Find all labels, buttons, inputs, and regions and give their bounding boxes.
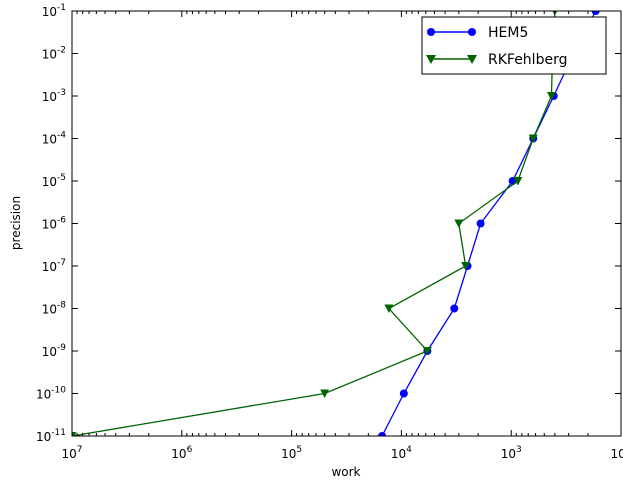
data-point-hem5-10 bbox=[591, 11, 600, 15]
y-tick-label-4: 10-7 bbox=[42, 258, 66, 274]
data-point-rkfehlberg-7 bbox=[528, 134, 538, 143]
series-line-hem5 bbox=[381, 11, 597, 436]
x-tick-label-4: 103 bbox=[501, 445, 522, 461]
y-tick-label-1: 10-10 bbox=[36, 386, 66, 402]
legend-box bbox=[421, 16, 607, 75]
legend-rkfehlberg-label: RKFehlberg bbox=[488, 52, 567, 68]
y-tick-label-5: 10-6 bbox=[42, 216, 67, 232]
y-tick-label-9: 10-2 bbox=[42, 46, 66, 62]
y-tick-label-10: 10-1 bbox=[42, 3, 66, 19]
x-tick-label-0: 107 bbox=[61, 445, 82, 461]
x-tick-label-5: 102 bbox=[610, 445, 623, 461]
legend-hem5-marker-left bbox=[427, 28, 435, 36]
legend: HEM5 RKFehlberg bbox=[421, 16, 607, 75]
data-point-rkfehlberg-8 bbox=[546, 92, 556, 101]
data-point-hem5-1 bbox=[399, 389, 408, 398]
legend-rkfehlberg-marker-right bbox=[467, 55, 477, 64]
data-point-rkfehlberg-0 bbox=[72, 432, 77, 436]
y-axis-label: precision bbox=[9, 196, 23, 250]
x-tick-label-3: 104 bbox=[391, 445, 412, 461]
data-point-hem5-5 bbox=[476, 219, 485, 228]
legend-rkfehlberg-marker-left bbox=[426, 55, 436, 64]
data-point-hem5-3 bbox=[450, 304, 459, 313]
legend-hem5-label: HEM5 bbox=[488, 25, 528, 41]
data-point-hem5-0 bbox=[378, 432, 387, 436]
data-point-rkfehlberg-2 bbox=[422, 347, 432, 356]
data-point-rkfehlberg-3 bbox=[384, 304, 394, 313]
y-tick-label-3: 10-8 bbox=[42, 301, 67, 317]
data-point-rkfehlberg-4 bbox=[461, 262, 471, 271]
legend-hem5-marker-right bbox=[468, 28, 476, 36]
y-tick-label-0: 10-11 bbox=[36, 428, 66, 444]
plot-area-frame bbox=[71, 10, 622, 437]
y-tick-label-2: 10-9 bbox=[42, 343, 67, 359]
data-point-rkfehlberg-6 bbox=[513, 177, 523, 186]
data-point-rkfehlberg-5 bbox=[454, 219, 464, 228]
y-tick-label-6: 10-5 bbox=[42, 173, 66, 189]
data-point-rkfehlberg-1 bbox=[320, 389, 330, 398]
x-tick-label-1: 106 bbox=[171, 445, 192, 461]
x-tick-label-2: 105 bbox=[281, 445, 302, 461]
x-axis-label: work bbox=[331, 465, 360, 479]
y-tick-label-8: 10-3 bbox=[42, 88, 66, 104]
y-tick-label-7: 10-4 bbox=[42, 131, 67, 147]
